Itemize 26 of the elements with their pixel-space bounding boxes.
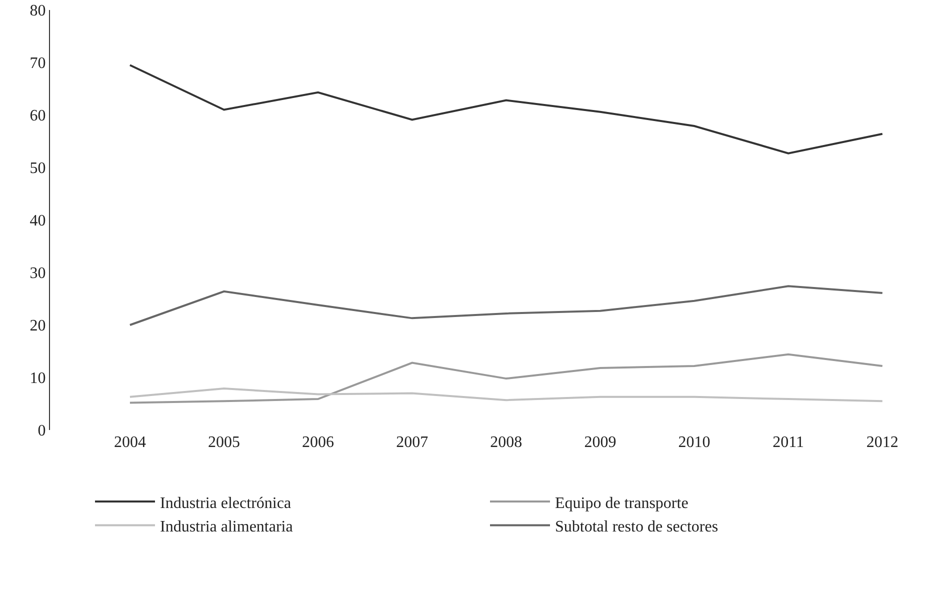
line-series	[128, 353, 884, 404]
legend-label: Industria alimentaria	[160, 518, 293, 536]
x-tick-label: 2007	[396, 434, 428, 451]
x-tick-label: 2005	[208, 434, 240, 451]
y-tick-label: 60	[30, 108, 46, 125]
x-tick-label: 2012	[866, 434, 898, 451]
line-series	[128, 64, 884, 154]
y-tick-label: 40	[30, 212, 46, 230]
y-tick-label: 70	[30, 55, 46, 72]
legend-label: Equipo de transporte	[555, 494, 688, 512]
x-tick-label: 2004	[114, 434, 146, 451]
legend-label: Subtotal resto de sectores	[555, 518, 718, 536]
y-tick-label: 80	[30, 2, 46, 20]
y-tick-label: 0	[38, 422, 46, 440]
line-series	[128, 388, 884, 402]
x-tick-label: 2011	[772, 434, 804, 451]
line-series	[128, 285, 884, 326]
x-tick-label: 2010	[678, 434, 710, 451]
legend-label: Industria electrónica	[160, 494, 292, 512]
x-tick-label: 2009	[584, 434, 616, 451]
x-tick-label: 2008	[490, 434, 522, 451]
y-tick-label: 50	[30, 160, 46, 178]
x-tick-label: 2006	[302, 434, 334, 451]
y-tick-label: 10	[30, 370, 46, 388]
y-tick-label: 30	[30, 265, 46, 282]
y-tick-label: 20	[30, 318, 46, 335]
